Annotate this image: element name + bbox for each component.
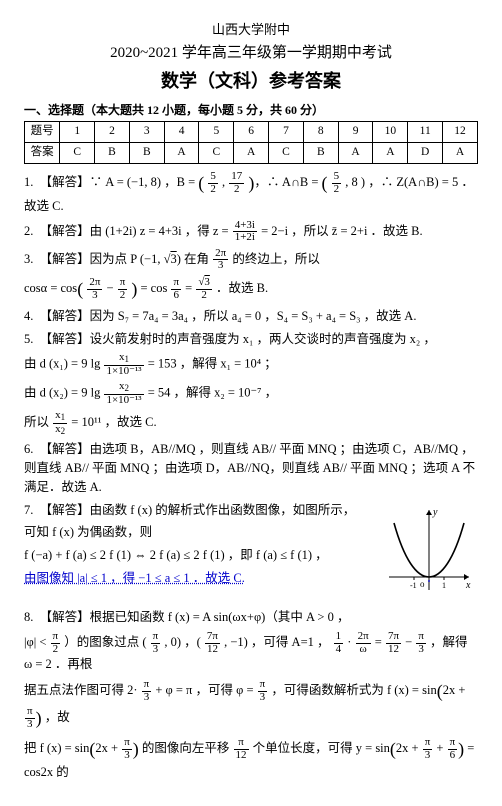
label-o: o xyxy=(420,579,425,589)
solution-1: 1. 【解答】∵ A = (−1, 8) ，B = ( 52 , 172 )，∴… xyxy=(24,170,478,216)
q7-graph: y x o -1 1 xyxy=(384,505,474,601)
cell: C xyxy=(269,143,304,164)
cell: D xyxy=(408,143,443,164)
cell: 6 xyxy=(234,122,269,143)
label-x: x xyxy=(465,580,471,591)
y-arrow-icon xyxy=(426,510,432,515)
solution-8-line2: |φ| < π2 ）的图象过点 ( π3 , 0) ，( 7π12 , −1) … xyxy=(24,631,478,674)
solution-3-line2: cosα = cos( 2π3 − π2 ) = cos π6 = √32 ．故… xyxy=(24,276,478,303)
cell: B xyxy=(303,143,338,164)
cell: A xyxy=(373,143,408,164)
solution-2: 2. 【解答】由 (1+2i) z = 4+3i ，得 z = 4+3i1+2i… xyxy=(24,220,478,244)
solution-8-line1: 8. 【解答】根据已知函数 f (x) = A sin(ωx+φ)（其中 A >… xyxy=(24,608,478,627)
parabola-chart: y x o -1 1 xyxy=(384,505,474,595)
table-row: 题号 1 2 3 4 5 6 7 8 9 10 11 12 xyxy=(25,122,478,143)
solution-8-line4: 把 f (x) = sin(2x + π3) 的图像向左平移 π12 个单位长度… xyxy=(24,736,478,782)
cell: 3 xyxy=(129,122,164,143)
school-name: 山西大学附中 xyxy=(24,20,478,40)
cell: 2 xyxy=(95,122,130,143)
cell: 10 xyxy=(373,122,408,143)
solution-8-line3: 据五点法作图可得 2· π3 + φ = π ，可得 φ = π3 ，可得函数解… xyxy=(24,678,478,732)
answers-table: 题号 1 2 3 4 5 6 7 8 9 10 11 12 答案 C B B A… xyxy=(24,121,478,164)
solution-3-line1: 3. 【解答】因为点 P (−1, √3) 在角 2π3 的终边上，所以 xyxy=(24,248,478,272)
doc-title: 数学（文科）参考答案 xyxy=(24,68,478,95)
label-y: y xyxy=(432,507,438,518)
svg-text:-1: -1 xyxy=(410,581,417,590)
term-line: 2020~2021 学年高三年级第一学期期中考试 xyxy=(24,42,478,65)
svg-text:1: 1 xyxy=(442,581,446,590)
solution-4: 4. 【解答】因为 S₇ = 7a₄ = 3a₄ ，所以 a₄ = 0 ，S₄ … xyxy=(24,307,478,326)
cell: B xyxy=(95,143,130,164)
cell: A xyxy=(234,143,269,164)
cell: 5 xyxy=(199,122,234,143)
section1-heading: 一、选择题（本大题共 12 小题，每小题 5 分，共 60 分） xyxy=(24,101,478,119)
solution-5-line1: 5. 【解答】设火箭发射时的声音强度为 x₁ ，两人交谈时的声音强度为 x₂ ， xyxy=(24,330,478,349)
cell: 9 xyxy=(338,122,373,143)
cell: A xyxy=(164,143,199,164)
cell: 1 xyxy=(60,122,95,143)
cell: A xyxy=(338,143,373,164)
cell: 11 xyxy=(408,122,443,143)
solution-5-line3: 由 d (x₂) = 9 lg x2 1×10⁻¹³ = 54 ，解得 x₂ =… xyxy=(24,381,478,406)
cell: C xyxy=(60,143,95,164)
solution-5-line4: 所以 x1 x2 = 10¹¹ ，故选 C. xyxy=(24,410,478,436)
row-label: 题号 xyxy=(25,122,60,143)
cell: 8 xyxy=(303,122,338,143)
cell: B xyxy=(129,143,164,164)
cell: 4 xyxy=(164,122,199,143)
row-label: 答案 xyxy=(25,143,60,164)
solution-5-line2: 由 d (x₁) = 9 lg x1 1×10⁻¹³ = 153 ，解得 x₁ … xyxy=(24,352,478,377)
cell: 12 xyxy=(443,122,478,143)
cell: C xyxy=(199,143,234,164)
solution-6: 6. 【解答】由选项 B，AB//MQ ，则直线 AB// 平面 MNQ ；由选… xyxy=(24,440,478,496)
cell: 7 xyxy=(269,122,304,143)
table-row: 答案 C B B A C A C B A A D A xyxy=(25,143,478,164)
cell: A xyxy=(443,143,478,164)
